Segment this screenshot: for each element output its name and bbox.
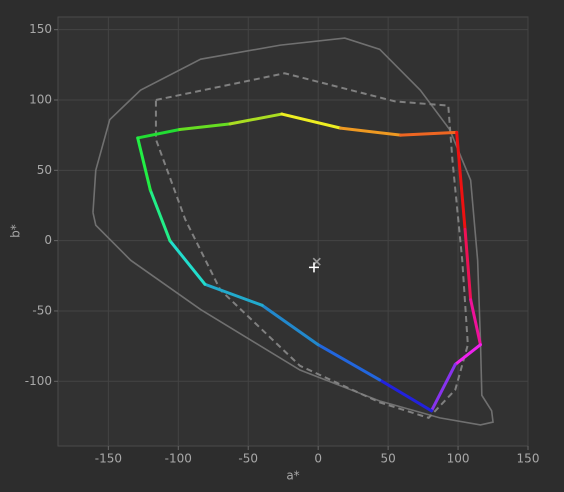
gamut-segment	[168, 239, 207, 286]
x-tick-label: 100	[447, 452, 470, 466]
x-tick-label: -100	[165, 452, 192, 466]
x-axis-label: a*	[286, 469, 299, 483]
x-tick-label: -50	[238, 452, 258, 466]
gamut-segment	[429, 362, 457, 413]
gamut-segment	[136, 136, 152, 192]
x-tick-label: 50	[380, 452, 395, 466]
y-tick-label: 100	[29, 92, 52, 106]
y-tick-label: -100	[25, 374, 52, 388]
y-tick-label: -50	[32, 303, 52, 317]
gamut-segment	[178, 122, 232, 132]
gamut-segment	[203, 282, 264, 307]
marker	[308, 262, 319, 273]
gamut-segment	[455, 130, 467, 231]
gamut-segment	[339, 126, 403, 137]
gamut-segment	[260, 303, 320, 347]
gamut-segment	[316, 343, 382, 382]
gamut-segment	[378, 378, 433, 413]
y-tick-label: 50	[37, 163, 52, 177]
y-tick-label: 150	[29, 22, 52, 36]
x-tick-label: 150	[517, 452, 540, 466]
gamut-segment	[399, 130, 459, 137]
gamut-segment	[280, 112, 343, 130]
y-axis-label: b*	[9, 224, 23, 238]
x-tick-label: 0	[314, 452, 322, 466]
gamut-segment	[148, 188, 172, 243]
gamut-segment	[136, 128, 182, 140]
gamut-segment	[453, 343, 482, 366]
y-tick-label: 0	[44, 233, 52, 247]
gamut-segment	[463, 227, 473, 302]
x-tick-label: -150	[95, 452, 122, 466]
gamut-segment	[469, 298, 482, 347]
gamut-outline	[92, 37, 494, 426]
gamut-segment	[228, 112, 284, 126]
gamut-outline	[154, 72, 469, 420]
